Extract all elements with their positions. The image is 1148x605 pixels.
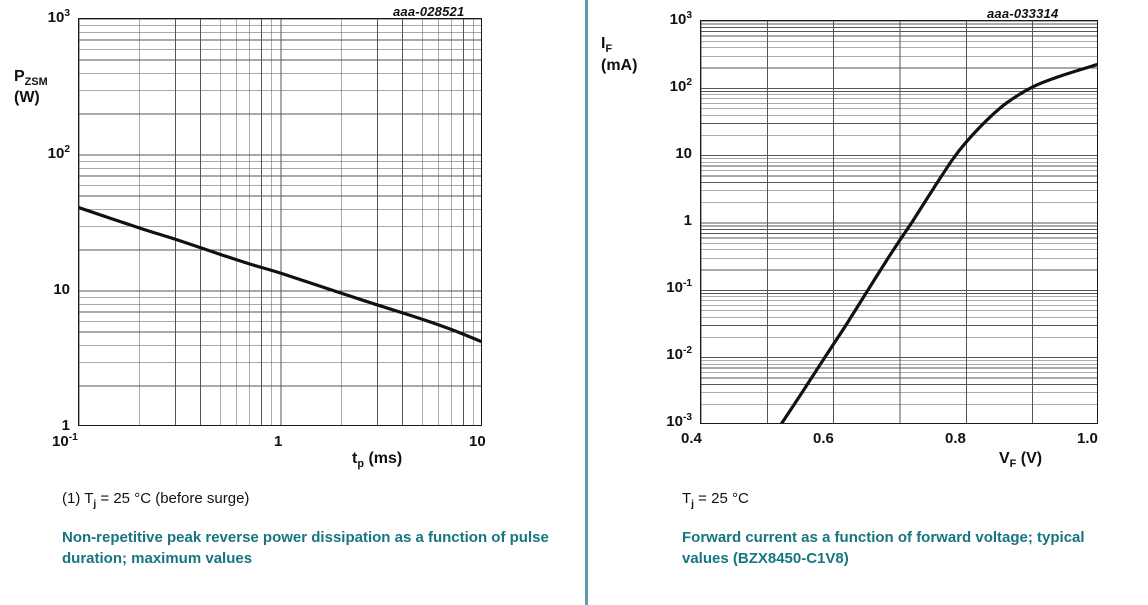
tick-mantissa: 1 bbox=[683, 212, 692, 229]
x-axis-label-sub: F bbox=[1009, 458, 1017, 471]
x-tick-right-2: 0.8 bbox=[945, 430, 966, 447]
tick-mantissa: 10 bbox=[666, 279, 683, 296]
y-axis-label-sub: F bbox=[605, 43, 613, 56]
tick-mantissa: 10 bbox=[666, 346, 683, 363]
data-curve bbox=[780, 62, 1097, 423]
y-axis-label-unit: (mA) bbox=[601, 57, 638, 75]
x-axis-label-unit: (ms) bbox=[368, 450, 403, 467]
condition-sub: j bbox=[691, 499, 695, 510]
tick-mantissa: 10 bbox=[469, 433, 486, 450]
x-axis-label-main: t bbox=[352, 450, 358, 467]
x-tick-left-0: 10-1 bbox=[52, 432, 78, 450]
tick-exponent: 3 bbox=[64, 8, 70, 19]
chart-plot-area-left bbox=[78, 18, 482, 426]
y-tick-right-6: 10-3 bbox=[586, 412, 692, 430]
x-tick-right-0: 0.4 bbox=[681, 430, 702, 447]
tick-mantissa: 10 bbox=[53, 281, 70, 298]
condition-pre: T bbox=[682, 490, 692, 507]
x-tick-left-2: 10 bbox=[469, 432, 486, 450]
figure-title-left: Non-repetitive peak reverse power dissip… bbox=[62, 529, 549, 568]
tick-exponent: -3 bbox=[682, 412, 692, 423]
tick-mantissa: 10 bbox=[666, 413, 683, 430]
condition-post: = 25 °C (before surge) bbox=[96, 490, 250, 507]
panel-divider bbox=[585, 0, 588, 605]
y-axis-label-unit: (W) bbox=[14, 88, 40, 106]
x-tick-left-1: 1 bbox=[274, 432, 282, 450]
chart-svg-right bbox=[701, 21, 1097, 423]
condition-sub: j bbox=[93, 499, 97, 510]
x-axis-label-sub: p bbox=[357, 458, 364, 471]
figure-title-right: Forward current as a function of forward… bbox=[682, 529, 1085, 568]
tick-exponent: -1 bbox=[68, 432, 78, 443]
tick-mantissa: 1 bbox=[274, 433, 283, 450]
y-tick-left-2: 10 bbox=[10, 280, 70, 298]
tick-mantissa: 10 bbox=[47, 145, 65, 162]
x-tick-right-3: 1.0 bbox=[1077, 430, 1098, 447]
tick-mantissa: 10 bbox=[669, 11, 687, 28]
y-tick-left-0: 103 bbox=[10, 8, 70, 26]
tick-exponent: -2 bbox=[682, 345, 692, 356]
y-axis-label-left: PZSM (W) bbox=[14, 68, 48, 107]
y-tick-right-2: 10 bbox=[586, 144, 692, 162]
y-axis-label-right: IF (mA) bbox=[601, 34, 637, 75]
y-axis-label-sub: ZSM bbox=[24, 76, 48, 89]
x-tick-right-1: 0.6 bbox=[813, 430, 834, 447]
chart-svg-left bbox=[79, 19, 481, 425]
x-axis-label-left: tp (ms) bbox=[352, 450, 402, 471]
tick-mantissa: 10 bbox=[52, 433, 69, 450]
tick-exponent: 3 bbox=[686, 10, 692, 21]
condition-pre: (1) T bbox=[62, 490, 94, 507]
y-tick-right-4: 10-1 bbox=[586, 278, 692, 296]
x-axis-label-right: VF (V) bbox=[999, 450, 1042, 471]
y-tick-left-1: 102 bbox=[10, 144, 70, 162]
x-axis-label-main: V bbox=[999, 450, 1010, 467]
y-axis-label-main: I bbox=[601, 35, 606, 52]
y-tick-right-5: 10-2 bbox=[586, 345, 692, 363]
tick-mantissa: 10 bbox=[47, 9, 65, 26]
tick-exponent: -1 bbox=[682, 278, 692, 289]
figure-id-right: aaa-033314 bbox=[987, 6, 1059, 21]
condition-text-left: (1) Tj = 25 °C (before surge) bbox=[62, 488, 562, 512]
y-tick-left-3: 1 bbox=[10, 416, 70, 434]
tick-mantissa: 10 bbox=[675, 145, 692, 162]
y-tick-right-1: 102 bbox=[586, 77, 692, 95]
figure-panel-right: aaa-033314 IF (mA) 103 102 10 1 10-1 10-… bbox=[586, 0, 1148, 605]
tick-mantissa: 10 bbox=[669, 78, 687, 95]
condition-post: = 25 °C bbox=[694, 490, 749, 507]
y-tick-right-3: 1 bbox=[586, 211, 692, 229]
condition-text-right: Tj = 25 °C bbox=[682, 488, 1142, 512]
data-curve bbox=[79, 206, 481, 344]
tick-mantissa: 1 bbox=[61, 417, 70, 434]
tick-exponent: 2 bbox=[64, 144, 70, 155]
y-axis-label-main: P bbox=[14, 68, 25, 85]
tick-exponent: 2 bbox=[686, 77, 692, 88]
figure-panel-left: aaa-028521 PZSM (W) 103 102 10 1 10-1 1 … bbox=[10, 4, 562, 568]
chart-plot-area-right bbox=[700, 20, 1098, 424]
y-tick-right-0: 103 bbox=[586, 10, 692, 28]
figure-id-left: aaa-028521 bbox=[393, 4, 465, 19]
x-axis-label-unit: (V) bbox=[1020, 450, 1043, 467]
